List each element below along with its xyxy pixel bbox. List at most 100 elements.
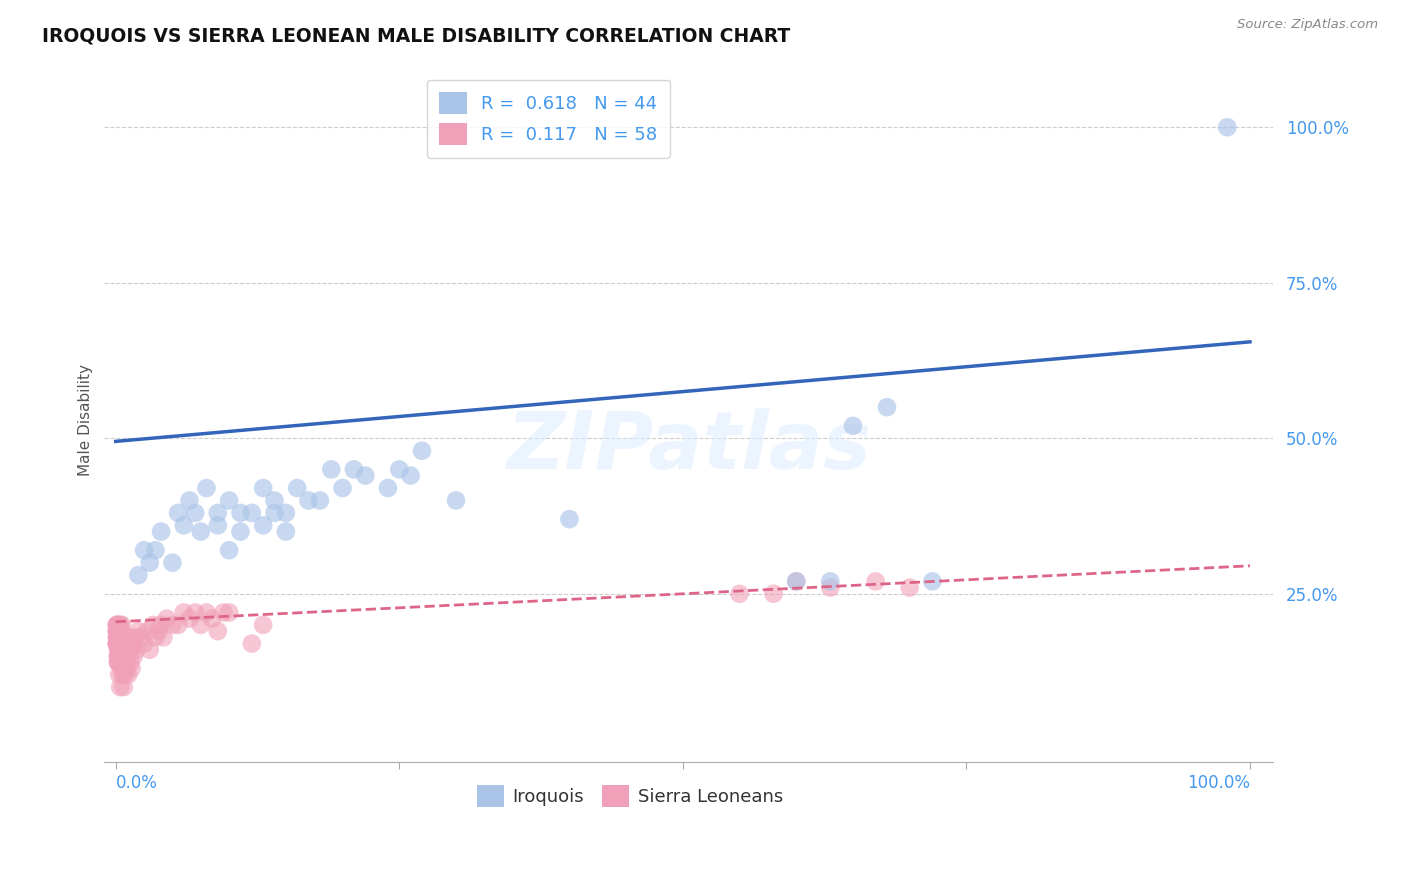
Point [120, 655, 142, 669]
Point [207, 506, 229, 520]
Point [240, 636, 263, 650]
Point [105, 624, 128, 639]
Text: IROQUOIS VS SIERRA LEONEAN MALE DISABILITY CORRELATION CHART: IROQUOIS VS SIERRA LEONEAN MALE DISABILI… [42, 27, 790, 45]
Point [105, 618, 128, 632]
Point [263, 493, 285, 508]
Point [195, 481, 218, 495]
Point [167, 506, 190, 520]
Y-axis label: Male Disability: Male Disability [79, 364, 93, 475]
Point [201, 612, 224, 626]
Text: 0.0%: 0.0% [115, 774, 157, 792]
Point [114, 667, 136, 681]
Point [110, 636, 132, 650]
Point [110, 618, 132, 632]
Point [108, 636, 131, 650]
Point [121, 636, 143, 650]
Point [108, 624, 131, 639]
Point [354, 468, 377, 483]
Point [179, 493, 201, 508]
Point [115, 631, 138, 645]
Point [118, 642, 141, 657]
Point [252, 481, 274, 495]
Point [105, 636, 128, 650]
Point [184, 506, 207, 520]
Point [240, 506, 263, 520]
Point [105, 636, 128, 650]
Point [921, 574, 943, 589]
Point [107, 636, 129, 650]
Point [285, 481, 308, 495]
Point [190, 524, 212, 539]
Point [108, 642, 131, 657]
Point [252, 518, 274, 533]
Point [107, 655, 129, 669]
Point [107, 642, 129, 657]
Point [150, 618, 173, 632]
Point [190, 618, 212, 632]
Point [229, 506, 252, 520]
Point [898, 581, 921, 595]
Point [785, 574, 807, 589]
Point [107, 648, 129, 663]
Point [842, 418, 865, 433]
Point [110, 631, 132, 645]
Point [107, 631, 129, 645]
Point [207, 518, 229, 533]
Point [105, 618, 128, 632]
Point [321, 462, 343, 476]
Point [820, 581, 842, 595]
Point [218, 606, 240, 620]
Point [252, 618, 274, 632]
Point [114, 648, 136, 663]
Point [762, 587, 785, 601]
Point [444, 493, 467, 508]
Point [728, 587, 751, 601]
Point [152, 631, 174, 645]
Point [107, 648, 129, 663]
Point [105, 618, 128, 632]
Point [118, 631, 141, 645]
Point [107, 648, 129, 663]
Point [108, 631, 131, 645]
Point [132, 636, 155, 650]
Point [145, 543, 167, 558]
Point [108, 642, 131, 657]
Point [108, 648, 131, 663]
Point [107, 624, 129, 639]
Point [108, 624, 131, 639]
Point [122, 648, 145, 663]
Point [124, 631, 146, 645]
Text: 100.0%: 100.0% [1187, 774, 1250, 792]
Point [125, 642, 148, 657]
Point [105, 636, 128, 650]
Point [876, 400, 898, 414]
Point [127, 624, 149, 639]
Point [105, 624, 128, 639]
Point [112, 642, 135, 657]
Point [107, 655, 129, 669]
Point [136, 624, 159, 639]
Point [115, 655, 138, 669]
Point [343, 462, 366, 476]
Point [110, 648, 132, 663]
Point [111, 648, 134, 663]
Point [388, 462, 411, 476]
Point [142, 618, 165, 632]
Point [309, 493, 332, 508]
Point [274, 524, 297, 539]
Point [105, 636, 128, 650]
Point [173, 606, 195, 620]
Point [108, 631, 131, 645]
Point [173, 518, 195, 533]
Point [107, 618, 129, 632]
Point [184, 606, 207, 620]
Point [110, 636, 132, 650]
Point [110, 661, 132, 675]
Point [108, 667, 131, 681]
Point [110, 642, 132, 657]
Point [145, 631, 167, 645]
Point [218, 543, 240, 558]
Point [120, 642, 142, 657]
Point [110, 648, 132, 663]
Point [107, 655, 129, 669]
